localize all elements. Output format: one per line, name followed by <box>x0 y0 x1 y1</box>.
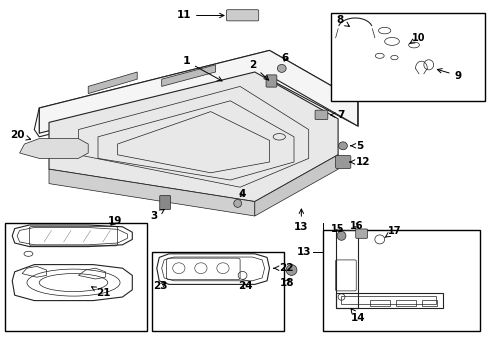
Text: 20: 20 <box>10 130 31 140</box>
Text: 19: 19 <box>108 216 122 226</box>
Text: 13: 13 <box>296 247 311 257</box>
Bar <box>5 223 147 331</box>
FancyBboxPatch shape <box>266 75 277 87</box>
Text: 14: 14 <box>350 309 365 323</box>
Polygon shape <box>88 72 137 94</box>
Text: 4: 4 <box>239 189 246 199</box>
Ellipse shape <box>337 231 346 240</box>
Text: 15: 15 <box>331 224 345 234</box>
Text: 2: 2 <box>249 60 269 80</box>
Polygon shape <box>162 65 216 86</box>
Text: 5: 5 <box>351 141 364 151</box>
Text: 21: 21 <box>92 287 110 298</box>
Polygon shape <box>39 50 358 133</box>
Text: 22: 22 <box>274 263 294 273</box>
Text: 6: 6 <box>282 53 289 63</box>
Text: 1: 1 <box>182 56 222 81</box>
FancyBboxPatch shape <box>226 10 259 21</box>
Ellipse shape <box>286 265 297 275</box>
Bar <box>336 230 358 308</box>
Polygon shape <box>49 72 338 202</box>
Bar <box>152 252 284 331</box>
Text: 8: 8 <box>336 15 349 26</box>
Bar <box>396 300 416 306</box>
Ellipse shape <box>339 142 347 150</box>
FancyBboxPatch shape <box>336 156 351 168</box>
Polygon shape <box>20 139 88 158</box>
Polygon shape <box>49 169 255 216</box>
Text: 7: 7 <box>331 110 344 120</box>
Bar <box>422 300 437 306</box>
Bar <box>336 293 443 308</box>
Bar <box>323 230 480 331</box>
Text: 10: 10 <box>410 33 426 44</box>
Text: 16: 16 <box>350 221 364 231</box>
Polygon shape <box>255 155 338 216</box>
Ellipse shape <box>234 199 242 207</box>
FancyBboxPatch shape <box>356 229 368 238</box>
Text: 12: 12 <box>350 157 370 167</box>
Text: 13: 13 <box>294 209 309 232</box>
Text: 9: 9 <box>438 69 462 81</box>
Bar <box>370 300 390 306</box>
Text: 24: 24 <box>238 281 252 291</box>
Ellipse shape <box>277 64 286 72</box>
Text: 23: 23 <box>153 281 168 291</box>
FancyBboxPatch shape <box>160 195 171 210</box>
FancyBboxPatch shape <box>315 110 328 120</box>
Bar <box>331 13 485 101</box>
Bar <box>341 296 436 304</box>
Text: 3: 3 <box>151 210 164 221</box>
Text: 17: 17 <box>385 226 401 238</box>
Text: 11: 11 <box>176 10 224 21</box>
Text: 18: 18 <box>279 278 294 288</box>
